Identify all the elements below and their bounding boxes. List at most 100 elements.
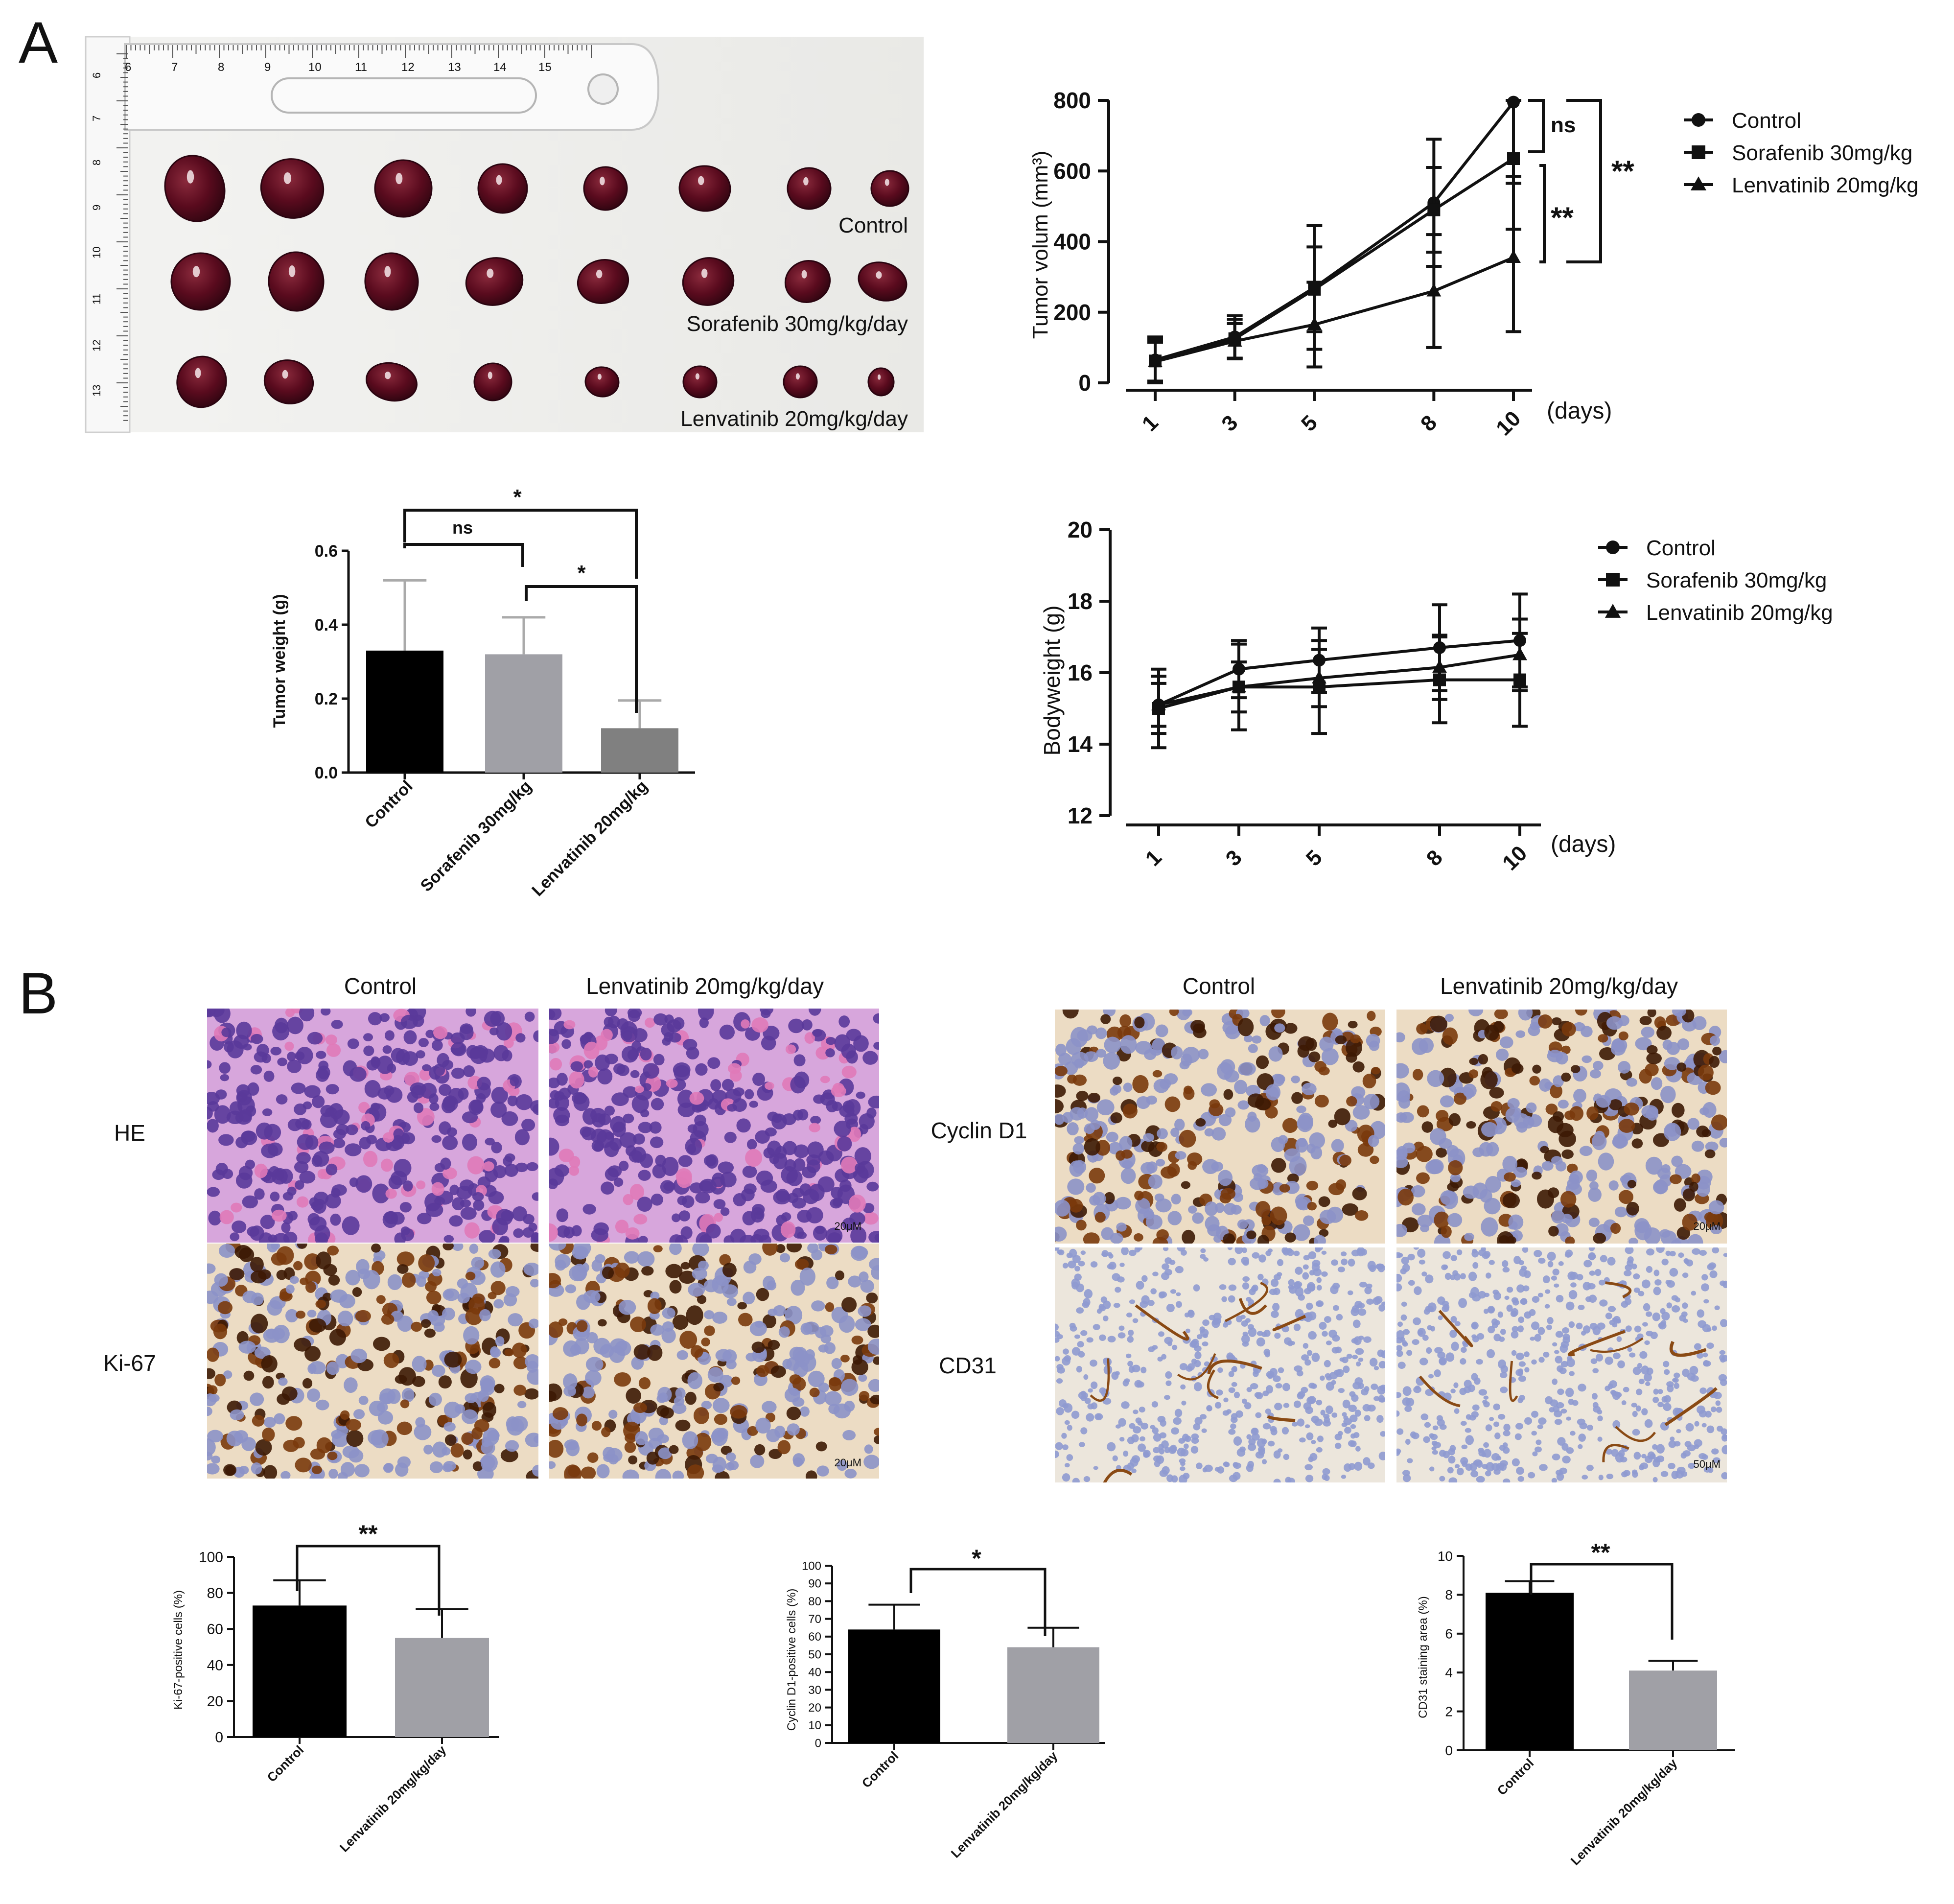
tumor-highlight <box>186 170 194 184</box>
cell-nucleus <box>698 1260 709 1270</box>
cell-nucleus <box>1262 1390 1269 1396</box>
cell-nucleus <box>1428 1374 1434 1379</box>
cell-nucleus <box>207 1368 215 1379</box>
tumor-body <box>584 366 620 398</box>
cell-nucleus <box>774 1425 786 1438</box>
cell-nucleus <box>826 1276 839 1290</box>
cell-nucleus <box>1401 1301 1407 1307</box>
cell-nucleus <box>1072 1074 1087 1086</box>
cell-nucleus <box>1349 1391 1356 1397</box>
x-tick-label: Control <box>859 1748 902 1791</box>
cell-nucleus <box>252 1415 265 1427</box>
cell-nucleus <box>1547 1251 1556 1261</box>
cell-nucleus <box>1547 1261 1554 1268</box>
cell-nucleus <box>1516 1284 1525 1293</box>
cell-nucleus <box>1076 1307 1084 1314</box>
cell-nucleus <box>1661 1258 1669 1266</box>
cell-nucleus <box>1586 1106 1599 1120</box>
cell-nucleus <box>1398 1096 1411 1109</box>
cell-nucleus <box>505 1440 519 1452</box>
cell-nucleus <box>754 1320 764 1328</box>
cell-nucleus <box>207 1438 216 1457</box>
cell-nucleus <box>762 1401 777 1413</box>
legend-label: Control <box>1646 536 1716 560</box>
cell-nucleus <box>1196 1462 1203 1469</box>
cell-nucleus <box>1084 1138 1100 1156</box>
cell-nucleus <box>1248 1443 1256 1451</box>
cell-nucleus <box>789 1374 801 1385</box>
cell-nucleus <box>490 1101 507 1118</box>
cell-nucleus <box>1618 1190 1633 1204</box>
cell-nucleus <box>873 1356 879 1365</box>
cell-nucleus <box>493 1165 507 1178</box>
cell-nucleus <box>637 1251 655 1267</box>
cell-nucleus <box>1115 1197 1131 1210</box>
cell-nucleus <box>223 1370 233 1379</box>
cell-nucleus <box>1378 1361 1385 1369</box>
cell-nucleus <box>307 1310 317 1318</box>
cell-nucleus <box>1377 1349 1384 1357</box>
cell-nucleus <box>1159 1448 1164 1455</box>
cell-nucleus <box>213 1323 228 1340</box>
cell-nucleus <box>1252 1035 1262 1044</box>
cell-nucleus <box>765 1081 774 1090</box>
cell-nucleus <box>352 1287 362 1297</box>
cell-nucleus <box>1578 1384 1586 1392</box>
cell-nucleus <box>576 1294 590 1310</box>
ruler-side-label-10: 10 <box>91 247 103 259</box>
cell-nucleus <box>507 1095 518 1106</box>
cell-nucleus <box>1055 1247 1060 1251</box>
cell-nucleus <box>1573 1022 1585 1032</box>
cell-nucleus <box>1551 1210 1565 1224</box>
cell-nucleus <box>1585 1296 1592 1302</box>
cell-nucleus <box>267 1300 282 1316</box>
cell-nucleus <box>1499 1036 1513 1049</box>
cell-nucleus <box>215 1089 227 1100</box>
cell-nucleus <box>1308 1396 1316 1404</box>
cell-nucleus <box>482 1402 497 1418</box>
cell-nucleus <box>1687 1372 1696 1381</box>
cell-nucleus <box>591 1228 608 1242</box>
cell-nucleus <box>1284 1023 1298 1034</box>
cell-nucleus <box>1364 1415 1371 1422</box>
cell-nucleus <box>1423 1436 1431 1443</box>
cell-nucleus <box>1358 1336 1364 1340</box>
vessel <box>1590 1337 1644 1353</box>
cell-nucleus <box>1140 1422 1148 1430</box>
tissue-cells <box>1055 1247 1385 1482</box>
cell-nucleus <box>330 1289 348 1303</box>
cell-nucleus <box>756 1288 769 1301</box>
tumor-body <box>577 259 629 304</box>
cell-nucleus <box>1483 1449 1491 1458</box>
cell-nucleus <box>622 1469 639 1479</box>
cell-nucleus <box>1306 1284 1316 1292</box>
cell-nucleus <box>1607 1383 1613 1389</box>
cell-nucleus <box>1291 1092 1303 1104</box>
cell-nucleus <box>1180 1449 1189 1457</box>
y-tick-label: 200 <box>1053 300 1091 325</box>
cell-nucleus <box>844 1401 855 1412</box>
cell-nucleus <box>1055 1099 1064 1114</box>
annotation-ns-weight: ns <box>452 517 473 538</box>
cell-nucleus <box>1311 1352 1320 1363</box>
cyclin-control <box>1055 1010 1385 1244</box>
cell-nucleus <box>1599 1279 1605 1286</box>
cell-nucleus <box>1257 1273 1264 1281</box>
cell-nucleus <box>387 1274 402 1291</box>
cell-nucleus <box>1352 1187 1367 1200</box>
cell-nucleus <box>1323 1413 1330 1419</box>
cell-nucleus <box>442 1167 457 1179</box>
cell-nucleus <box>432 1039 443 1051</box>
cell-nucleus <box>492 1218 509 1236</box>
cell-nucleus <box>1223 1397 1229 1403</box>
cell-nucleus <box>1263 1348 1271 1356</box>
tumor-specimen <box>263 359 314 404</box>
cell-nucleus <box>1085 1107 1099 1122</box>
cell-nucleus <box>1721 1445 1727 1455</box>
cell-nucleus <box>371 1244 381 1253</box>
cell-nucleus <box>1227 1247 1233 1250</box>
cell-nucleus <box>1237 1018 1254 1036</box>
cell-nucleus <box>1438 1315 1443 1320</box>
cell-nucleus <box>513 1385 527 1396</box>
cell-nucleus <box>1498 1413 1506 1420</box>
